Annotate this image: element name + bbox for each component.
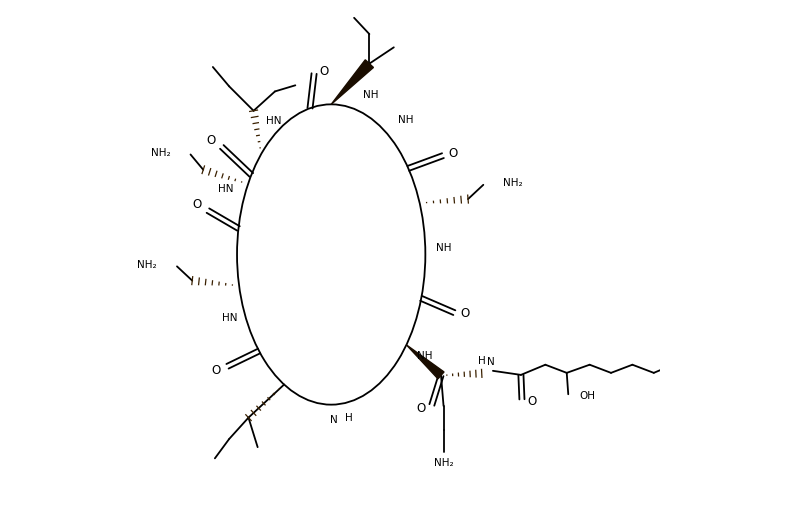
Text: NH₂: NH₂ — [151, 149, 170, 158]
Text: H: H — [345, 413, 353, 423]
Text: N: N — [487, 357, 495, 366]
Text: O: O — [527, 395, 537, 408]
Text: O: O — [320, 65, 329, 77]
Text: NH₂: NH₂ — [137, 261, 156, 270]
Text: NH₂: NH₂ — [503, 178, 522, 188]
Text: O: O — [192, 198, 202, 211]
Polygon shape — [331, 60, 373, 104]
Text: NH: NH — [398, 116, 413, 125]
Text: HN: HN — [222, 313, 237, 323]
Text: O: O — [416, 403, 425, 415]
Text: N: N — [330, 415, 338, 425]
Text: HN: HN — [266, 117, 281, 126]
Text: O: O — [207, 134, 215, 147]
Text: OH: OH — [579, 391, 595, 401]
Text: HN: HN — [218, 184, 234, 194]
Text: O: O — [211, 364, 221, 377]
Text: NH: NH — [416, 351, 432, 361]
Text: H: H — [478, 356, 486, 365]
Text: NH: NH — [364, 90, 379, 100]
Text: NH₂: NH₂ — [433, 458, 454, 468]
Polygon shape — [407, 345, 444, 379]
Text: O: O — [460, 307, 469, 320]
Text: O: O — [449, 147, 458, 160]
Text: NH: NH — [437, 243, 452, 252]
